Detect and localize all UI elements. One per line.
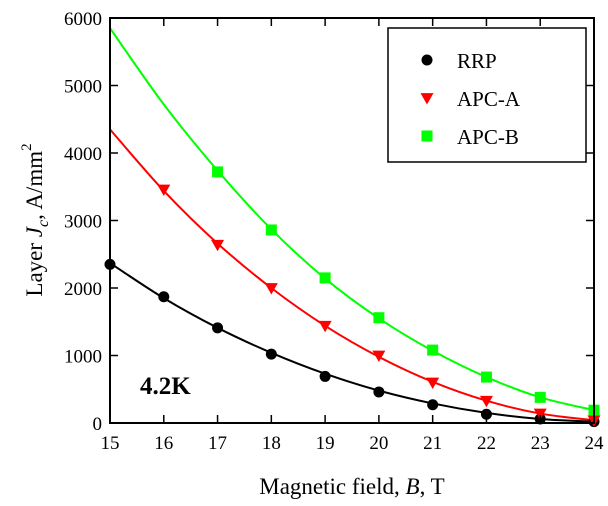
point-rrp: [373, 386, 385, 398]
temperature-annotation: 4.2K: [140, 373, 191, 400]
fit-curves: [109, 27, 595, 423]
point-apc-b: [480, 371, 492, 383]
point-rrp: [319, 370, 331, 382]
legend-label-apc-a: APC-A: [457, 87, 521, 111]
legend-label-apc-b: APC-B: [457, 125, 519, 149]
x-tick-label: 16: [154, 433, 173, 454]
legend-label-rrp: RRP: [457, 49, 497, 73]
x-tick-label: 15: [101, 433, 120, 454]
x-tick-label: 20: [369, 433, 388, 454]
point-apc-b: [265, 224, 277, 236]
point-apc-a: [318, 320, 332, 333]
legend: RRP APC-A APC-B: [387, 27, 587, 163]
point-rrp: [427, 399, 439, 411]
x-tick-label: 17: [208, 433, 227, 454]
point-apc-b: [319, 272, 331, 284]
legend-marker-apc-a: [420, 93, 434, 105]
point-apc-b: [534, 391, 546, 403]
y-tick-label: 3000: [64, 212, 102, 233]
x-tick-label: 24: [585, 433, 605, 454]
point-apc-a: [264, 283, 278, 295]
y-tick-label: 0: [93, 414, 103, 435]
curve-apc-a: [109, 128, 595, 422]
y-tick-label: 5000: [64, 77, 102, 98]
point-apc-a: [533, 408, 547, 421]
x-tick-label: 19: [316, 433, 335, 454]
point-apc-a: [372, 350, 386, 362]
curve-apc-b: [109, 27, 595, 412]
y-tick-label: 1000: [64, 347, 102, 368]
point-apc-a: [426, 377, 440, 389]
axis-ticks: [109, 17, 595, 424]
x-tick-label: 18: [262, 433, 281, 454]
x-axis-title: Magnetic field, B, T: [259, 474, 444, 499]
point-rrp: [480, 408, 492, 420]
point-rrp: [212, 322, 224, 334]
point-rrp: [158, 291, 170, 303]
y-tick-label: 4000: [64, 144, 102, 165]
point-apc-a: [211, 239, 225, 252]
legend-marker-rrp: [421, 54, 433, 66]
axis-tick-labels: 15 16 17 18 19 20 21 22 23 24 0 1000 2000 3000 4000 500…: [64, 9, 604, 454]
point-apc-a: [479, 395, 493, 408]
y-axis-title: Layer Jc, A/mm2: [19, 143, 52, 296]
x-tick-label: 21: [423, 433, 442, 454]
curve-rrp: [109, 262, 595, 423]
y-tick-label: 2000: [64, 279, 102, 300]
x-tick-label: 22: [477, 433, 496, 454]
point-apc-b: [212, 166, 224, 178]
x-tick-label: 23: [531, 433, 550, 454]
point-rrp: [265, 348, 277, 360]
y-tick-label: 6000: [64, 9, 102, 30]
legend-marker-apc-b: [421, 130, 433, 142]
point-apc-a: [157, 184, 171, 196]
point-apc-b: [373, 312, 385, 324]
legend-box: [387, 27, 587, 163]
data-markers: [104, 166, 601, 428]
point-apc-b: [427, 344, 439, 356]
